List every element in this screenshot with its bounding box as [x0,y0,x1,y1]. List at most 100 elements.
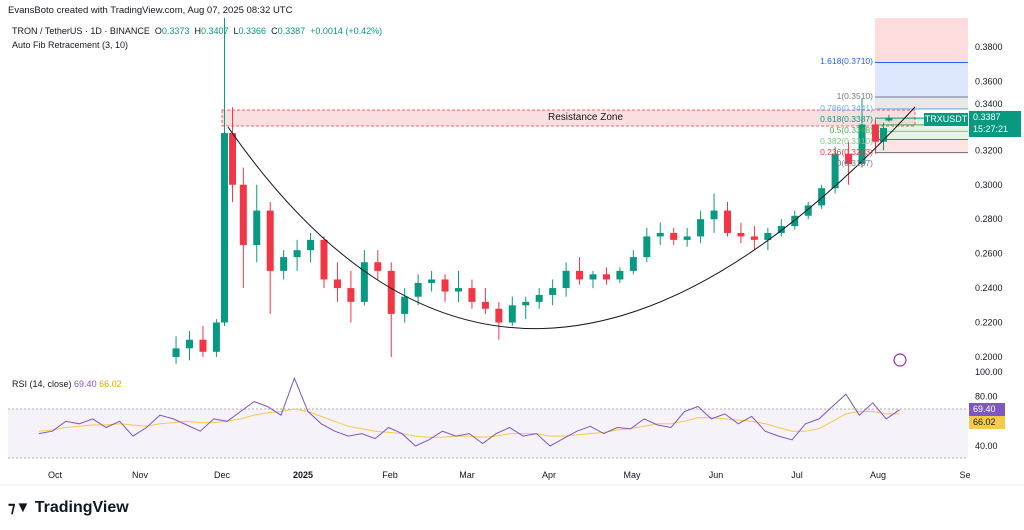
rsi-ma-value: 66.02 [99,379,122,389]
symbol-legend: TRON / TetherUS · 1D · BINANCE O0.3373 H… [12,26,382,36]
change-value: +0.0014 (+0.42%) [310,26,383,36]
candle-body [710,210,718,220]
time-tick: Aug [870,470,886,480]
candle-body [724,210,731,233]
price-tick: 0.3600 [975,76,1003,86]
candle-body [441,279,449,292]
price-axis[interactable]: 0.3800 0.3600 0.3400 0.3200 0.3000 0.2800 0.26… [975,42,1003,362]
time-tick: Feb [382,470,398,480]
time-tick: Apr [542,470,556,480]
candle-body [401,296,409,314]
candle-body [360,262,368,302]
fib-label: 0.786(0.3441) [820,102,873,113]
tv-logo-icon: ⁊▼ [8,499,31,516]
high-label: H [194,26,201,36]
candle-body [576,270,584,280]
candle-body [589,274,597,280]
lightning-icon[interactable] [893,353,907,367]
candle-body [414,282,422,297]
candle-body [791,215,799,227]
high-value: 0.3407 [200,26,229,36]
price-tick: 0.3800 [975,42,1003,52]
candle-body [468,288,476,302]
candle-body [616,270,624,280]
indicator-legend[interactable]: Auto Fib Retracement (3, 10) [12,40,129,50]
fib-label: 0.618(0.3387) [820,113,873,124]
fib-label: 1.618(0.3710) [820,56,873,67]
time-axis[interactable]: Oct Nov Dec 2025 Feb Mar Apr May Jun Jul Aug Se [48,470,971,480]
candle-body [293,250,301,258]
candle-body [871,124,879,142]
price-tick: 0.2600 [975,249,1003,259]
candle-body [266,210,274,271]
candle-body [508,305,516,323]
candle-body [602,274,610,280]
tradingview-logo[interactable]: ⁊▼ TradingView [8,498,129,517]
price-tick: 0.2000 [975,352,1003,362]
rsi-line [38,376,900,447]
candle-body [885,118,893,121]
fib-zone-grey [875,98,968,110]
rsi-legend: RSI (14, close) 69.40 66.02 [12,379,122,389]
candle-body [347,288,355,302]
price-tick: 0.3000 [975,180,1003,190]
fib-label: 0.382(0.3310) [820,135,873,146]
time-tick: Jun [709,470,724,480]
candle-body [535,294,543,302]
candle-body [697,219,705,237]
candle-body [737,232,745,237]
candle-body [387,270,395,314]
rsi-axis[interactable]: 100.00 80.00 40.00 [975,367,1003,451]
fib-label: 0(0.3187) [836,157,873,168]
candle-body [656,232,664,237]
rsi-title[interactable]: RSI (14, close) [12,379,72,389]
rsi-band [8,409,968,458]
rsi-ma-tag: 66.02 [969,416,1005,429]
rsi-value: 69.40 [74,379,97,389]
symbol-title[interactable]: TRON / TetherUS · 1D · BINANCE [12,26,150,36]
candle-body [818,188,826,206]
candle-body [307,239,315,251]
candle-body [845,153,853,165]
candle-body [549,288,557,295]
countdown: 15:27:21 [973,124,1009,134]
candle-body [670,232,678,240]
last-price-value: 0.3387 [973,112,1001,122]
last-price-tag: 0.3387 15:27:21 [969,111,1021,137]
candle-body [804,205,812,216]
close-value: 0.3387 [277,26,306,36]
resistance-zone-label: Resistance Zone [548,112,624,123]
rsi-tick: 100.00 [975,367,1003,377]
candle-body [172,348,180,357]
price-tick: 0.2200 [975,318,1003,328]
candle-body [229,133,237,185]
candle-body [239,184,247,246]
fib-zone-blue [875,64,968,98]
candle-body [629,257,637,271]
candle-body [831,153,839,189]
rsi-tick: 40.00 [975,441,998,451]
candle-body [880,127,888,142]
low-value: 0.3366 [238,26,267,36]
rsi-value-tag: 69.40 [969,403,1005,416]
candle-body [683,236,691,240]
rsi-tick: 80.00 [975,392,998,402]
candle-body [220,133,228,323]
credit-text: EvansBoto created with TradingView.com, … [8,5,293,16]
candle-body [253,210,261,246]
time-tick: May [623,470,641,480]
rsi-ma-line [38,408,900,438]
cup-curve[interactable] [227,106,916,330]
open-label: O [154,26,162,36]
logo-text: TradingView [34,499,129,516]
time-tick: Se [959,470,970,480]
time-tick: Mar [459,470,475,480]
fib-label: 0.236(0.3263) [820,146,873,157]
candles [172,18,893,364]
candle-body [562,270,570,289]
low-label: L [233,26,239,36]
candle-body [495,308,503,323]
close-label: C [271,26,278,36]
